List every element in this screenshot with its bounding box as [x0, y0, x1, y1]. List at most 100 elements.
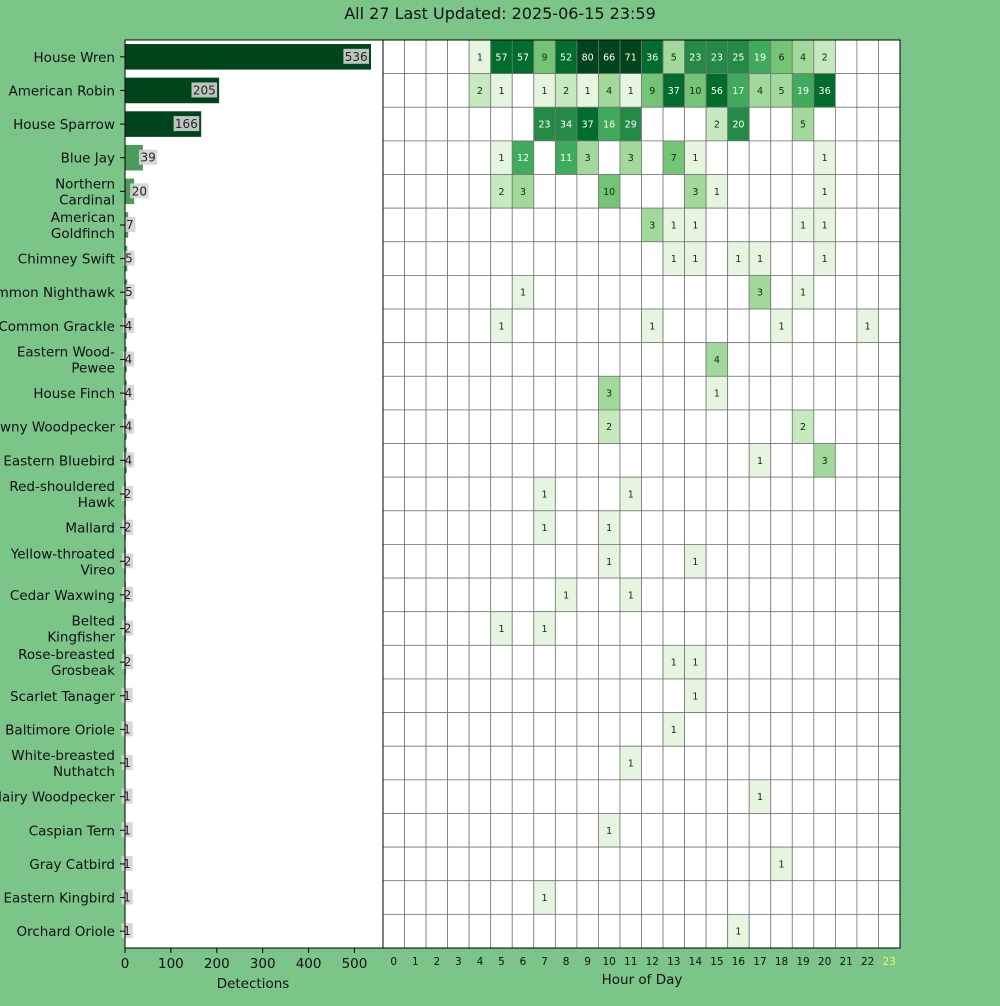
- category-label: Northern: [55, 176, 115, 192]
- heatmap-cell: [382, 409, 405, 444]
- heatmap-cell: [533, 544, 556, 579]
- heatmap-cell: [554, 846, 578, 882]
- heatmap-cell: [468, 174, 492, 209]
- heatmap-cell: [770, 241, 793, 276]
- heatmap-cell: [705, 577, 729, 613]
- bar-value-box: [124, 216, 136, 232]
- heatmap-cell: [813, 913, 836, 949]
- heatmap-cell: [791, 476, 815, 512]
- heatmap-cell: [641, 140, 664, 175]
- heatmap-cell: [619, 880, 642, 915]
- heatmap-cell: [598, 913, 621, 949]
- x-tick-label: 400: [296, 956, 322, 972]
- heatmap-cell: [770, 207, 793, 243]
- heatmap-cell: [447, 342, 470, 377]
- heatmap-cell: [641, 375, 664, 411]
- heatmap-cell: [619, 510, 642, 545]
- heatmap-cell: [856, 174, 879, 209]
- x-tick-label: 300: [250, 956, 276, 972]
- heatmap-cell: [813, 745, 836, 781]
- heatmap-cell: [813, 846, 836, 882]
- heatmap-cell: [856, 342, 879, 377]
- heatmap-cell-label: 1: [822, 220, 828, 231]
- heatmap-cell: [598, 779, 621, 814]
- heatmap-cell: [404, 443, 427, 478]
- heatmap-cell: [727, 779, 750, 814]
- heatmap-cell: [598, 443, 621, 478]
- heatmap-cell-label: 1: [606, 557, 612, 568]
- heatmap-cell: [533, 644, 556, 680]
- heatmap-cell: [533, 140, 556, 175]
- heatmap-cell-label: 1: [671, 220, 677, 231]
- heatmap-cell: [382, 342, 405, 377]
- heatmap-cell: [727, 712, 750, 747]
- hour-tick-label: 18: [775, 956, 788, 968]
- heatmap-cell: [770, 913, 793, 949]
- heatmap-cell: [641, 678, 664, 713]
- heatmap-cell: [662, 409, 685, 444]
- heatmap-cell: [404, 745, 427, 781]
- heatmap-cell: [878, 577, 901, 613]
- hour-tick-label: 12: [646, 956, 659, 968]
- heatmap-cell: [705, 779, 729, 814]
- category-label: Rose-breasted: [18, 647, 115, 663]
- category-label: Goldfinch: [51, 226, 115, 242]
- heatmap-cell: [382, 73, 405, 108]
- heatmap-cell: [425, 207, 449, 243]
- heatmap-cell: [490, 644, 513, 680]
- heatmap-cell: [382, 846, 405, 882]
- bar-value-label: 4: [125, 386, 133, 400]
- heatmap-cell: [813, 375, 836, 411]
- heatmap-cell-label: 1: [671, 658, 677, 669]
- bar-value-box: [121, 654, 134, 670]
- heatmap-cell: [878, 611, 901, 646]
- heatmap-cell: [705, 678, 729, 713]
- heatmap-cell: [511, 712, 535, 747]
- heatmap-cell: [834, 745, 858, 781]
- heatmap-cell: [705, 712, 729, 747]
- heatmap-cell: [447, 846, 470, 882]
- heatmap-cell-label: 1: [822, 187, 828, 198]
- bar-value-box: [121, 553, 134, 569]
- heatmap-cell: [878, 644, 901, 680]
- heatmap-cell: [641, 476, 664, 512]
- heatmap-cell: [468, 577, 492, 613]
- heatmap-cell: [554, 476, 578, 512]
- heatmap-cell: [641, 779, 664, 814]
- bar-value-label: 7: [126, 218, 134, 232]
- heatmap-cell: [834, 779, 858, 814]
- heatmap-cell: [856, 375, 879, 411]
- heatmap-cell: [641, 712, 664, 747]
- heatmap-cell: [878, 510, 901, 545]
- heatmap-cell: [748, 476, 772, 512]
- heatmap-cell: [598, 476, 621, 512]
- hour-tick-label: 22: [861, 956, 874, 968]
- heatmap-cell: [533, 745, 556, 781]
- heatmap-cell: [554, 510, 578, 545]
- category-label: American Robin: [9, 83, 115, 99]
- heatmap-cell: [662, 846, 685, 882]
- bar-value-box: [121, 788, 133, 804]
- heatmap-cell: [813, 779, 836, 814]
- heatmap-cell: [705, 443, 729, 478]
- heatmap-cell: [468, 443, 492, 478]
- heatmap-cell-label: 3: [585, 153, 591, 164]
- hour-tick-label: 23: [883, 956, 896, 968]
- heatmap-cell: [554, 207, 578, 243]
- heatmap-cell: [856, 73, 879, 108]
- heatmap-cell: [748, 308, 772, 344]
- heatmap-cell-label: 23: [539, 120, 551, 131]
- heatmap-cell: [834, 913, 858, 949]
- heatmap-cell-label: 2: [606, 422, 612, 433]
- heatmap-cell: [684, 409, 707, 444]
- heatmap-cell: [878, 106, 901, 142]
- heatmap-cell: [425, 712, 449, 747]
- heatmap-cell: [382, 207, 405, 243]
- bar-value-box: [121, 586, 134, 602]
- heatmap-cell: [382, 241, 405, 276]
- heatmap-cell-label: 2: [477, 86, 483, 97]
- heatmap-cell: [598, 140, 621, 175]
- bar-plot-area: [125, 40, 383, 948]
- heatmap-cell: [511, 880, 535, 915]
- heatmap-cell: [791, 342, 815, 377]
